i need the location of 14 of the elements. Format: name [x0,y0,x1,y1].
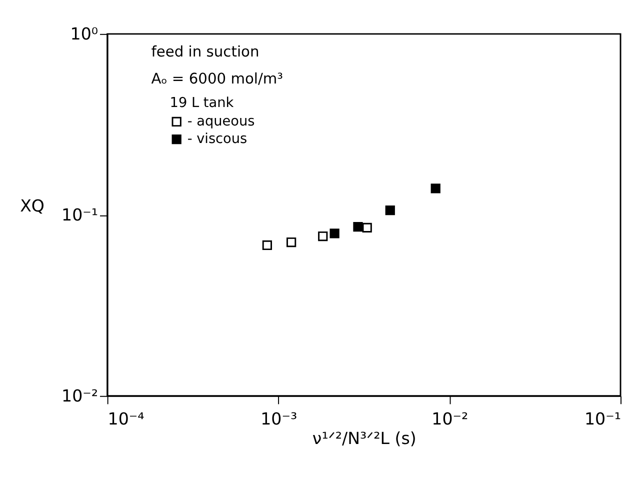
annotation: feed in suction [151,43,260,60]
y-axis-title: XQ [20,196,44,216]
y-tick-label: 10⁻¹ [62,205,98,224]
x-axis-title: ν¹ᐟ²/N³ᐟ²L (s) [312,429,416,448]
x-tick-label: 10⁻¹ [584,410,621,429]
x-tick-label: 10⁻³ [260,410,298,429]
x-tick-label: 10⁻² [432,410,468,429]
legend-label: - aqueous [187,114,255,130]
legend-title: 19 L tank [170,95,234,112]
legend-label: - viscous [187,131,248,148]
y-tick-label: 10⁰ [70,24,98,44]
annotation: Aₒ = 6000 mol/m³ [151,70,284,88]
y-tick-label: 10⁻² [62,386,98,406]
x-tick-label: 10⁻⁴ [108,410,145,429]
